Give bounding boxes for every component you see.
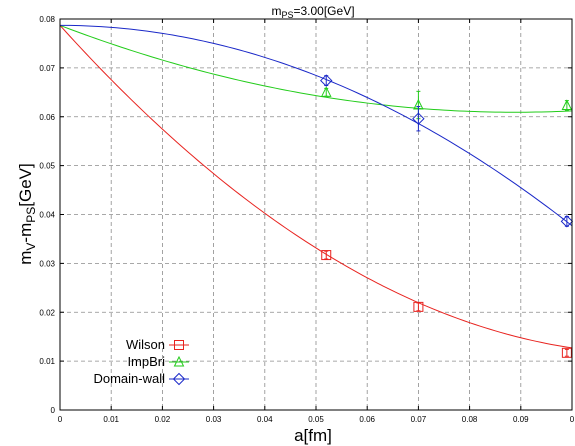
legend: Wilson ImpBri Domain-wall <box>93 337 189 386</box>
x-tick-label: 0.05 <box>308 415 324 424</box>
grid-lines <box>60 19 572 410</box>
legend-item-domain-wall: Domain-wall <box>93 371 189 386</box>
data-point-wilson <box>561 347 572 358</box>
marker-triangle <box>320 86 332 97</box>
marker-square <box>321 250 332 261</box>
legend-item-wilson: Wilson <box>126 337 189 352</box>
legend-item-impbri: ImpBri <box>127 354 189 369</box>
data-point-impbri <box>561 99 573 111</box>
data-point-domain-wall <box>560 215 574 228</box>
data-point-impbri <box>320 86 332 97</box>
x-axis-title: a[fm] <box>294 426 332 445</box>
data-point-wilson <box>413 301 424 312</box>
tick-labels: 0 0.01 0.02 0.03 0.04 0.05 0.06 0.07 0.08 0.09 000… <box>39 15 574 424</box>
x-tick-label: 0.01 <box>103 415 119 424</box>
y-tick-label: 0.03 <box>39 259 55 268</box>
marker-square <box>413 301 424 312</box>
data-point-domain-wall <box>320 74 333 87</box>
y-tick-label: 0.06 <box>39 113 55 122</box>
y-tick-label: 0.07 <box>39 64 55 73</box>
chart-title: mPS=3.00[GeV] <box>271 4 354 20</box>
x-tick-label: 0 <box>570 415 575 424</box>
legend-label: Wilson <box>126 337 165 352</box>
marker-triangle <box>561 99 573 111</box>
x-tick-label: 0.03 <box>206 415 222 424</box>
x-tick-label: 0.04 <box>257 415 273 424</box>
fit-line-impbri <box>59 24 573 113</box>
marker-diamond <box>412 112 425 125</box>
y-tick-label: 0.05 <box>39 162 55 171</box>
legend-marker-triangle <box>173 355 185 367</box>
y-tick-label: 0.08 <box>39 15 55 24</box>
x-tick-label: 0.06 <box>359 415 375 424</box>
data-points <box>320 74 574 358</box>
y-tick-label: 0.04 <box>39 211 55 220</box>
y-tick-label: 0 <box>51 406 56 415</box>
fit-line-domain-wall <box>59 24 573 227</box>
fit-curves <box>59 24 573 349</box>
x-tick-label: 0.08 <box>462 415 478 424</box>
x-tick-label: 0.09 <box>513 415 529 424</box>
marker-diamond <box>320 74 333 87</box>
x-tick-label: 0 <box>58 415 63 424</box>
legend-marker-square <box>174 340 184 350</box>
data-point-wilson <box>321 250 332 261</box>
legend-label: ImpBri <box>127 354 165 369</box>
y-tick-label: 0.01 <box>39 357 55 366</box>
data-point-domain-wall <box>412 105 425 132</box>
legend-label: Domain-wall <box>93 371 165 386</box>
y-tick-label: 0.02 <box>39 308 55 317</box>
marker-square <box>561 347 572 358</box>
y-axis-title: mV-mPS[GeV] <box>16 163 38 265</box>
x-tick-label: 0.02 <box>155 415 171 424</box>
fit-line-wilson <box>59 25 573 349</box>
marker-diamond <box>560 215 574 228</box>
legend-marker-diamond <box>172 372 186 386</box>
x-tick-label: 0.07 <box>411 415 427 424</box>
